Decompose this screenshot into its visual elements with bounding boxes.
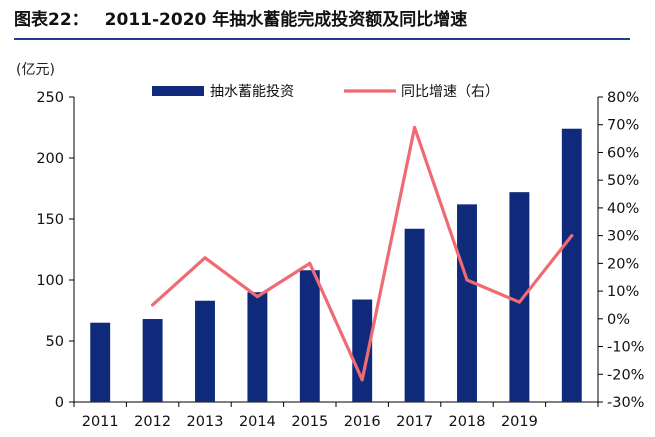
right-axis-tick-label: -20% [607,367,644,383]
title-underline [14,38,630,40]
x-axis-tick-label: 2016 [344,414,381,430]
left-axis-tick-label: 200 [36,151,64,167]
legend-bar-swatch [152,86,204,96]
growth-point [517,300,521,304]
bar [352,299,373,402]
growth-point [203,256,207,260]
chart-title-text: 2011-2020 年抽水蓄能完成投资额及同比增速 [104,10,468,30]
right-axis-tick-label: 20% [607,256,639,272]
bar [90,322,111,402]
line-series [151,125,574,382]
growth-point [360,378,364,382]
growth-point [151,303,155,307]
bar-series [90,128,582,402]
x-axis-tick-label: 2014 [239,414,276,430]
bar [247,292,268,402]
legend-bar-label: 抽水蓄能投资 [210,84,294,100]
chart-title: 图表22： 2011-2020 年抽水蓄能完成投资额及同比增速 [14,5,467,35]
growth-point [570,234,574,238]
right-axis: -30% -20% -10% 0% 10% 20% 30% 40% 50% 60% 70% 80% [597,90,644,411]
left-axis-tick-label: 250 [36,90,64,106]
chart-title-label: 图表22： [14,10,89,30]
growth-point [308,261,312,265]
left-axis: 0 50 100 150 200 250 [36,90,75,411]
right-axis-tick-label: 0% [607,312,630,328]
left-axis-tick-label: 150 [36,212,64,228]
legend: 抽水蓄能投资 同比增速（右） [152,84,499,100]
left-axis-tick-label: 100 [36,273,64,289]
growth-point [465,278,469,282]
y-axis-unit-label: (亿元) [16,62,55,78]
x-axis-tick-label: 2012 [134,414,171,430]
right-axis-tick-label: 50% [607,173,639,189]
x-axis-tick-label: 2013 [187,414,224,430]
right-axis-tick-label: -30% [607,395,644,411]
right-axis-tick-label: 70% [607,118,639,134]
right-axis-tick-label: 80% [607,90,639,106]
left-axis-tick-label: 50 [46,334,64,350]
x-axis: 2011 2012 2013 2014 2015 2016 2017 2018 2019 [73,401,599,430]
bar [457,204,477,402]
right-axis-tick-label: 40% [607,201,639,217]
x-axis-tick-label: 2017 [396,414,433,430]
x-axis-tick-label: 2011 [82,414,119,430]
growth-point [255,295,259,299]
bar [299,270,320,402]
right-axis-tick-label: 60% [607,145,639,161]
bar [509,192,530,402]
bar [195,300,215,402]
bar [142,319,163,402]
right-axis-tick-label: 30% [607,229,639,245]
left-axis-tick-label: 0 [55,395,64,411]
bar [404,228,425,402]
right-axis-tick-label: -10% [607,340,644,356]
x-axis-tick-label: 2015 [291,414,328,430]
right-axis-tick-label: 10% [607,284,639,300]
legend-line-label: 同比增速（右） [401,84,499,100]
bar [561,128,582,402]
x-axis-tick-label: 2018 [449,414,486,430]
x-axis-tick-label: 2019 [501,414,538,430]
growth-point [413,126,417,129]
